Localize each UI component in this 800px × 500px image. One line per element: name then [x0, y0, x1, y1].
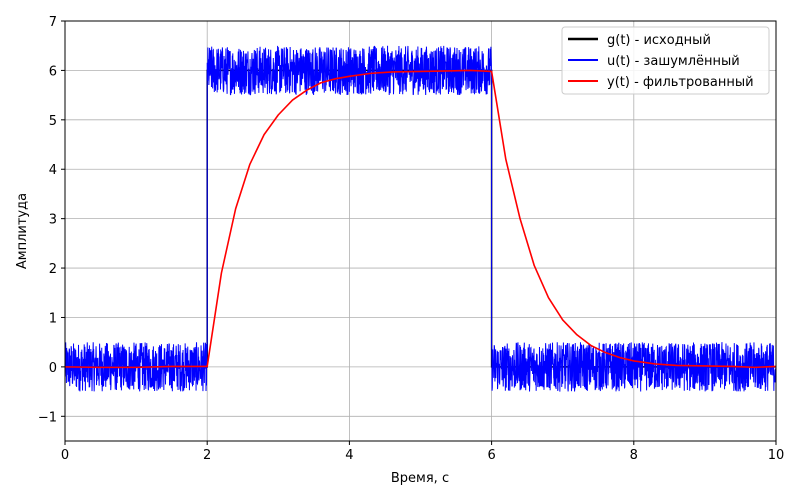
series-y-line [65, 69, 776, 369]
x-tick-label: 2 [203, 448, 211, 463]
y-tick-label: 0 [49, 361, 57, 376]
y-axis-label: Амплитуда [15, 193, 30, 269]
y-tick-label: 1 [49, 311, 57, 326]
legend-label-u: u(t) - зашумлённый [607, 54, 740, 69]
series-u-line [65, 45, 776, 392]
x-tick-label: 4 [345, 448, 353, 463]
x-axis-label: Время, с [391, 471, 449, 486]
x-tick-label: 0 [61, 448, 69, 463]
x-tick-label: 8 [630, 448, 638, 463]
legend-label-y: y(t) - фильтрованный [607, 75, 754, 90]
y-tick-label: 7 [49, 15, 57, 30]
y-tick-label: 2 [49, 262, 57, 277]
ticks: 0 2 4 6 8 10 −1 0 1 2 3 4 5 6 7 [38, 15, 784, 463]
x-tick-label: 10 [768, 448, 785, 463]
legend: g(t) - исходный u(t) - зашумлённый y(t) … [561, 26, 770, 95]
y-tick-label: 4 [49, 163, 57, 178]
y-tick-label: 6 [49, 64, 57, 79]
legend-box [561, 26, 770, 95]
y-tick-label: 5 [49, 114, 57, 129]
legend-label-g: g(t) - исходный [607, 33, 711, 48]
plot-frame [64, 20, 777, 442]
y-tick-label: 3 [49, 213, 57, 228]
y-tick-label: −1 [38, 410, 57, 425]
x-tick-label: 6 [487, 448, 495, 463]
series-layer [65, 45, 776, 392]
